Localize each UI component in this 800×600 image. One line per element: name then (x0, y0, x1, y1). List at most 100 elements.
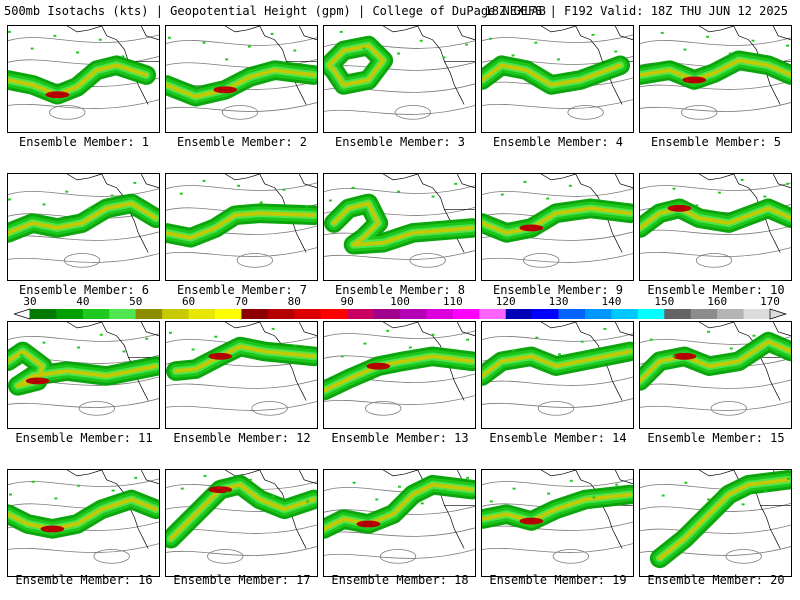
height-contour (695, 253, 733, 268)
height-contour (8, 333, 159, 342)
product-title: 500mb Isotachs (kts) | Geopotential Heig… (4, 4, 546, 18)
isotach-speckle (398, 485, 401, 488)
isotach-speckle (751, 39, 755, 42)
ensemble-member-map (165, 173, 318, 281)
height-contour (394, 105, 431, 120)
colorbar-low-arrow (14, 308, 31, 320)
height-contour (166, 102, 317, 112)
isotach-speckle (351, 186, 355, 189)
coastline (225, 26, 317, 105)
isotach-speckle (30, 47, 34, 50)
jet-core (25, 377, 50, 385)
height-contour (640, 102, 791, 112)
member-label: Ensemble Member: 16 (15, 573, 153, 587)
isotach-speckle (53, 34, 57, 37)
isotach-speckle (202, 179, 206, 182)
isotach-speckle (77, 346, 81, 349)
height-contour (324, 105, 475, 115)
colorbar-tick-label: 100 (390, 295, 410, 308)
colorbar-segment (611, 309, 639, 319)
isotach-speckle (466, 338, 470, 341)
colorbar-tick-label: 160 (707, 295, 728, 308)
member-map-svg (166, 26, 317, 120)
colorbar-segment (426, 309, 454, 319)
height-contour (78, 401, 115, 416)
height-contour (523, 253, 560, 268)
isotach-speckle (500, 193, 504, 196)
ensemble-member-map (323, 173, 476, 281)
isotach-band (482, 206, 633, 235)
colorbar-segment (294, 309, 322, 319)
isotach-speckle (706, 35, 710, 38)
member-label: Ensemble Member: 14 (489, 431, 627, 445)
isotach-band (640, 206, 791, 230)
isotach-speckle (580, 340, 584, 343)
isotach-speckle (110, 194, 114, 197)
isotach-speckle (729, 347, 733, 350)
member-map-svg (8, 470, 159, 564)
isotach-speckle (695, 204, 699, 207)
isotach-speckle (305, 205, 309, 208)
height-contour (324, 185, 475, 194)
height-contour (640, 37, 791, 46)
ensemble-member-map (639, 469, 792, 577)
isotach-speckle (214, 335, 218, 338)
isotach-speckle (294, 344, 298, 347)
height-contour (166, 401, 317, 411)
height-contour (482, 478, 633, 487)
member-map-svg (640, 26, 791, 120)
height-contour (324, 395, 475, 405)
isotach-speckle (328, 199, 332, 202)
isotach-speckle (179, 192, 183, 195)
member-map-svg (324, 174, 475, 268)
isotach-speckle (741, 503, 745, 506)
ensemble-member-map (165, 25, 318, 133)
isotach-speckle (248, 478, 252, 481)
colorbar-tick-label: 170 (760, 295, 780, 308)
member-map-svg (166, 322, 317, 416)
isotach-speckle (420, 502, 424, 505)
isotach-speckle (534, 41, 538, 44)
height-contour (537, 401, 575, 416)
isotach-band (482, 349, 633, 378)
jet-core (366, 362, 391, 370)
member-map-svg (166, 470, 317, 564)
isotach-band (173, 344, 317, 374)
isotach-band (331, 201, 475, 247)
colorbar-tick-label: 80 (287, 295, 301, 308)
member-label: Ensemble Member: 1 (18, 135, 150, 149)
height-contour (8, 253, 159, 263)
height-contour (365, 401, 402, 416)
member-label: Ensemble Member: 15 (647, 431, 785, 445)
isotach-band (482, 492, 633, 523)
member-label: Ensemble Member: 2 (176, 135, 308, 149)
ensemble-member-map (481, 321, 634, 429)
jet-core (672, 352, 697, 360)
member-label: Ensemble Member: 7 (176, 283, 308, 297)
isotach-speckle (707, 498, 711, 501)
colorbar-segment (664, 309, 692, 319)
isotach-colorbar: 30 40 50 60 70 80 90 100 110 120 130 140 150 160 170 (14, 296, 794, 322)
isotach-speckle (237, 184, 241, 187)
isotach-speckle (259, 201, 263, 204)
member-label: Ensemble Member: 5 (650, 135, 782, 149)
height-contour (166, 37, 317, 46)
isotach-speckle (614, 50, 618, 53)
colorbar-segment (690, 309, 718, 319)
isotach-speckle (282, 188, 286, 191)
isotach-speckle (557, 353, 561, 356)
isotach-speckle (42, 203, 46, 206)
height-contour (725, 549, 762, 564)
isotach-speckle (764, 490, 768, 493)
coastline (699, 470, 791, 549)
member-map-svg (482, 26, 633, 120)
member-label: Ensemble Member: 13 (331, 431, 469, 445)
height-contour (8, 398, 159, 408)
member-label: Ensemble Member: 12 (173, 431, 311, 445)
isotach-speckle (145, 337, 149, 340)
colorbar-segment (532, 309, 559, 319)
colorbar-segment (241, 309, 269, 319)
isotach-speckle (592, 496, 596, 499)
height-contour (482, 543, 633, 553)
isotach-speckle (54, 497, 58, 500)
